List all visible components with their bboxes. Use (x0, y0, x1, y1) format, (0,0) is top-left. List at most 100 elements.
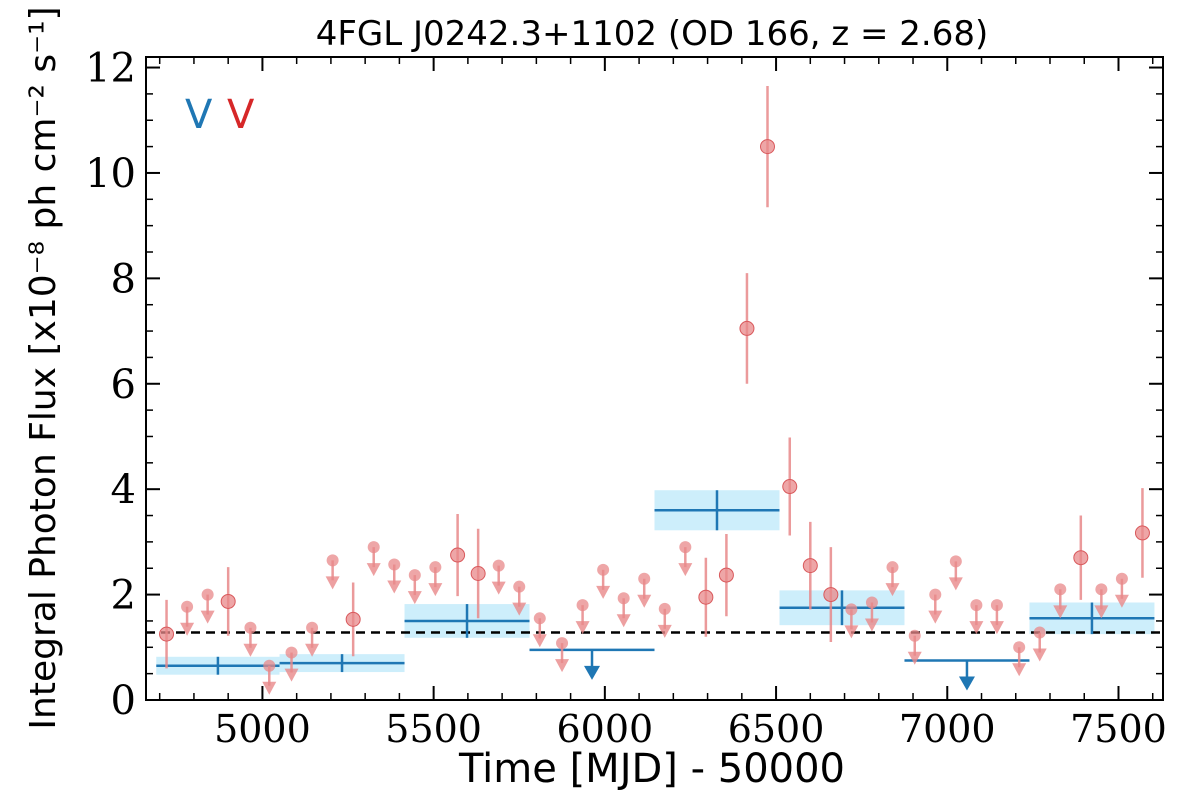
red-data-point (718, 567, 734, 583)
red-series-layer (159, 85, 1150, 695)
x-tick-label: 5500 (385, 707, 482, 751)
red-data-point (450, 547, 466, 563)
x-tick-label: 7500 (1070, 707, 1167, 751)
red-upper-limit-point (1013, 641, 1026, 654)
red-upper-limit-arrow (512, 602, 527, 616)
red-upper-limit-point (1115, 572, 1128, 585)
y-axis-label: Integral Photon Flux [x10⁻⁸ ph cm⁻² s⁻¹] (23, 6, 64, 729)
red-upper-limit-arrow (491, 581, 506, 595)
red-upper-limit-arrow (200, 610, 215, 624)
y-tick-label: 2 (111, 573, 136, 619)
legend-marker: V (185, 92, 213, 138)
red-upper-limit-arrow (575, 621, 590, 635)
red-upper-limit-point (326, 554, 339, 567)
red-upper-limit-arrow (1032, 648, 1047, 662)
red-upper-limit-point (429, 561, 442, 574)
red-upper-limit-point (845, 603, 858, 616)
red-upper-limit-point (617, 592, 630, 605)
red-upper-limit-arrow (180, 622, 195, 636)
red-data-point (220, 593, 236, 609)
legend-marker: V (227, 92, 255, 138)
red-data-point (1134, 525, 1150, 541)
red-upper-limit-arrow (1094, 605, 1109, 619)
red-data-point (739, 320, 755, 336)
red-upper-limit-point (492, 559, 505, 572)
red-upper-limit-point (679, 541, 692, 554)
red-upper-limit-point (886, 561, 899, 574)
red-upper-limit-point (638, 572, 651, 585)
red-upper-limit-point (929, 588, 942, 601)
red-upper-limit-arrow (928, 610, 943, 624)
red-upper-limit-arrow (969, 621, 984, 635)
red-data-point (802, 558, 818, 574)
red-upper-limit-arrow (532, 634, 547, 648)
x-tick-label: 6500 (728, 707, 825, 751)
y-tick-label: 12 (85, 46, 136, 92)
red-upper-limit-point (285, 646, 298, 659)
blue-series-layer (156, 490, 1155, 691)
red-upper-limit-point (1033, 626, 1046, 639)
red-data-point (823, 587, 839, 603)
red-upper-limit-arrow (596, 585, 611, 599)
red-upper-limit-point (556, 637, 569, 650)
red-upper-limit-arrow (243, 643, 258, 657)
red-upper-limit-arrow (948, 577, 963, 591)
bands-layer (156, 490, 1155, 675)
plot-frame (145, 56, 1164, 701)
red-upper-limit-point (1095, 583, 1108, 596)
red-upper-limit-arrow (864, 618, 879, 632)
red-upper-limit-point (263, 659, 276, 672)
red-upper-limit-arrow (262, 681, 277, 695)
red-upper-limit-point (306, 621, 319, 634)
red-data-point (159, 626, 175, 642)
red-upper-limit-arrow (616, 614, 631, 628)
red-upper-limit-point (388, 558, 401, 571)
red-upper-limit-point (949, 555, 962, 568)
red-upper-limit-arrow (844, 625, 859, 639)
x-tick-label: 5000 (214, 707, 311, 751)
red-upper-limit-arrow (407, 591, 422, 605)
red-upper-limit-arrow (657, 624, 672, 638)
x-tick-label: 7000 (899, 707, 996, 751)
red-upper-limit-arrow (1053, 605, 1068, 619)
red-upper-limit-arrow (907, 651, 922, 665)
red-upper-limit-arrow (637, 594, 652, 608)
red-upper-limit-point (658, 602, 671, 615)
red-upper-limit-arrow (284, 668, 299, 682)
red-data-point (760, 139, 775, 155)
red-upper-limit-point (533, 612, 546, 625)
red-upper-limit-arrow (989, 621, 1004, 635)
y-tick-label: 6 (111, 362, 136, 408)
red-upper-limit-point (1054, 583, 1067, 596)
y-tick-label: 0 (111, 678, 136, 724)
blue-upper-limit-arrow (958, 676, 975, 691)
red-upper-limit-point (576, 599, 589, 612)
red-upper-limit-point (908, 629, 921, 642)
red-upper-limit-point (865, 596, 878, 609)
chart-title: 4FGL J0242.3+1102 (OD 166, z = 2.68) (316, 14, 989, 54)
red-upper-limit-arrow (1012, 663, 1027, 677)
x-tick-label: 6000 (556, 707, 653, 751)
red-upper-limit-point (513, 580, 526, 593)
red-upper-limit-point (597, 563, 610, 576)
y-tick-label: 4 (111, 467, 136, 513)
red-upper-limit-point (408, 569, 421, 582)
red-upper-limit-arrow (428, 583, 443, 597)
red-data-point (345, 611, 361, 627)
red-upper-limit-point (990, 599, 1003, 612)
red-upper-limit-arrow (325, 576, 340, 590)
red-upper-limit-point (201, 588, 214, 601)
y-tick-label: 10 (85, 151, 136, 197)
red-data-point (698, 589, 714, 605)
red-upper-limit-arrow (366, 563, 381, 577)
red-upper-limit-arrow (555, 659, 570, 673)
red-upper-limit-arrow (387, 580, 402, 594)
red-upper-limit-point (244, 621, 257, 634)
red-data-point (782, 479, 798, 495)
red-data-point (470, 566, 486, 582)
red-upper-limit-point (970, 599, 983, 612)
red-upper-limit-point (367, 541, 380, 554)
x-axis-label: Time [MJD] - 50000 (458, 746, 845, 792)
